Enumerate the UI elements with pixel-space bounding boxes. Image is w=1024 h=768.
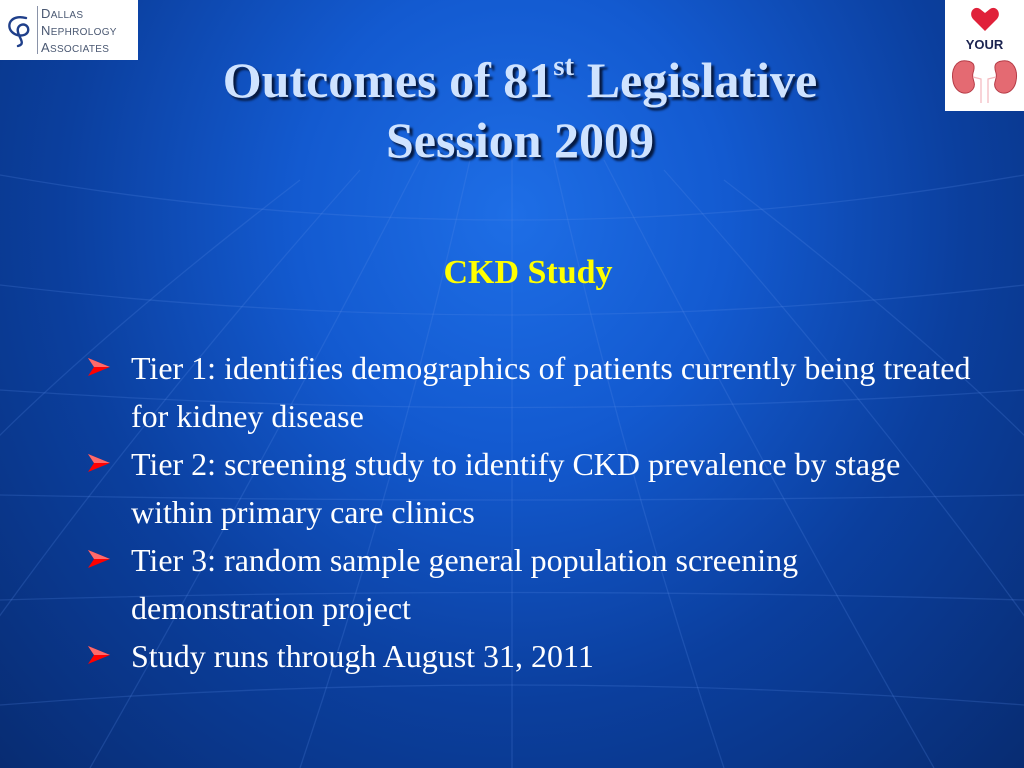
- arrow-bullet-icon: [88, 358, 110, 376]
- arrow-bullet-icon: [88, 454, 110, 472]
- dna-logo-icon: [8, 16, 30, 48]
- logo-line-associates: ASSOCIATES: [41, 40, 110, 55]
- logo-line-nephrology: NEPHROLOGY: [41, 23, 117, 38]
- dallas-nephrology-logo: DALLAS NEPHROLOGY ASSOCIATES: [0, 0, 138, 60]
- bullet-list: Tier 1: identifies demographics of patie…: [86, 344, 986, 680]
- slide-title: Outcomes of 81st Legislative Session 200…: [222, 50, 818, 168]
- logo-text: DALLAS NEPHROLOGY ASSOCIATES: [41, 6, 136, 57]
- slide-subtitle: CKD Study: [443, 254, 613, 291]
- title-superscript: st: [553, 50, 575, 83]
- heart-icon: [971, 7, 999, 31]
- bullet-text: Tier 3: random sample general population…: [131, 542, 799, 626]
- bullet-text: Study runs through August 31, 2011: [131, 638, 594, 674]
- your-kidneys-logo: YOUR: [945, 0, 1024, 111]
- list-item: Tier 2: screening study to identify CKD …: [86, 440, 986, 536]
- list-item: Tier 3: random sample general population…: [86, 536, 986, 632]
- logo-divider: [37, 6, 38, 54]
- list-item: Tier 1: identifies demographics of patie…: [86, 344, 986, 440]
- bullet-text: Tier 1: identifies demographics of patie…: [131, 350, 971, 434]
- logo-your-text: YOUR: [965, 37, 1004, 52]
- arrow-bullet-icon: [88, 646, 110, 664]
- kidneys-icon: [952, 60, 1017, 103]
- arrow-bullet-icon: [88, 550, 110, 568]
- list-item: Study runs through August 31, 2011: [86, 632, 986, 680]
- logo-line-dallas: DALLAS: [41, 6, 84, 21]
- bullet-text: Tier 2: screening study to identify CKD …: [131, 446, 901, 530]
